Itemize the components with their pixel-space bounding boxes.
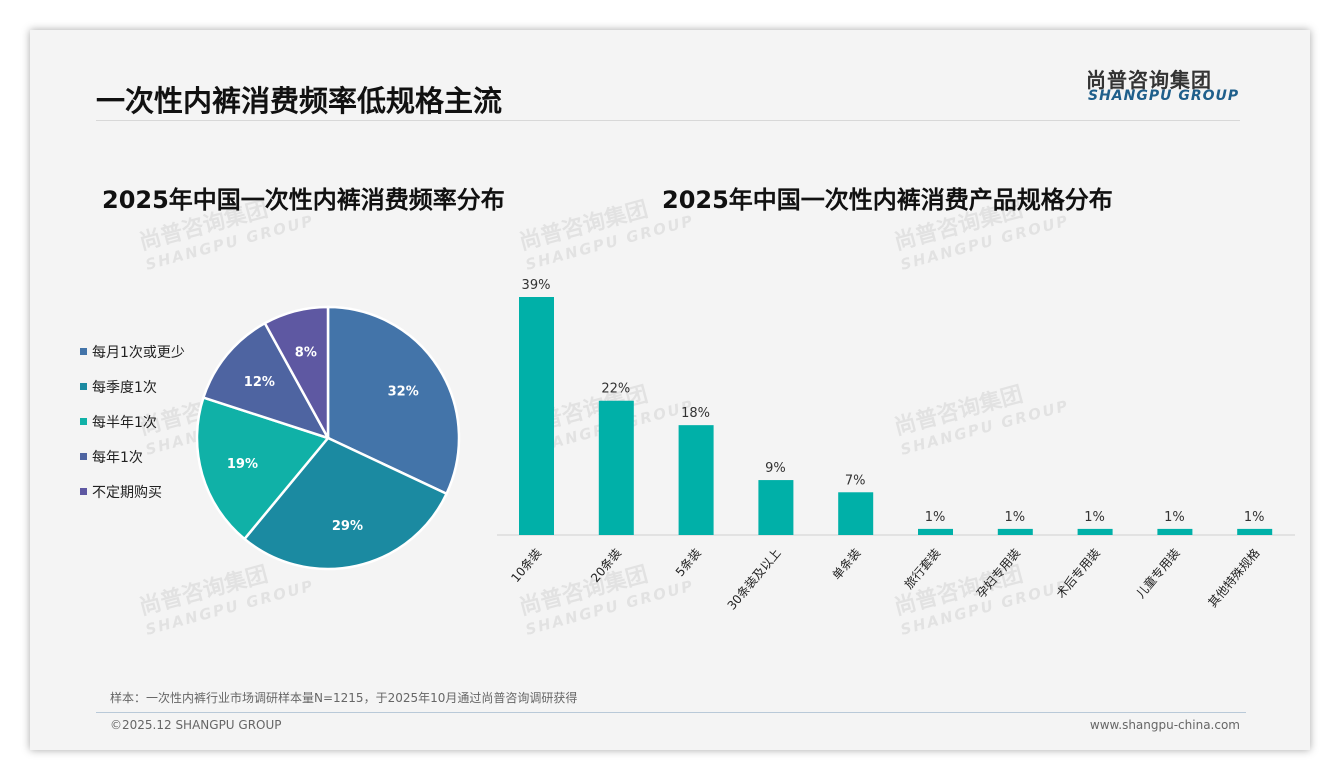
charts-svg: 32% 29% 19% 12% 8% 39% 10条装 22% 20条装 18% 5条装 9% 30条装… — [195, 278, 1295, 613]
pie-data-label: 12% — [244, 375, 275, 390]
bar-data-label: 22% — [601, 382, 630, 397]
copyright: ©2025.12 SHANGPU GROUP — [110, 718, 282, 732]
legend-swatch — [80, 418, 87, 425]
pie-chart-title: 2025年中国一次性内裤消费频率分布 — [102, 186, 505, 214]
x-tick-label: 单条装 — [830, 546, 864, 583]
legend-item: 每年1次 — [80, 447, 185, 482]
x-tick-label: 旅行套装 — [902, 546, 944, 592]
bar-data-label: 9% — [765, 461, 786, 476]
bar — [519, 297, 554, 535]
pie-legend: 每月1次或更少 每季度1次每半年1次每年1次不定期购买 — [80, 342, 185, 517]
pie-slice — [326, 305, 461, 496]
x-tick-label: 儿童专用装 — [1133, 545, 1183, 601]
bar-data-label: 1% — [1004, 510, 1025, 525]
pie-data-label: 29% — [332, 519, 363, 534]
bar — [598, 400, 634, 535]
x-tick-label: 20条装 — [588, 546, 624, 585]
legend-swatch — [80, 348, 87, 355]
bar — [1077, 528, 1113, 535]
x-tick-label: 5条装 — [673, 546, 704, 579]
bar — [997, 528, 1033, 535]
pie-slice — [263, 305, 330, 439]
bar — [678, 425, 714, 535]
x-tick-label: 30条装及以上 — [725, 546, 784, 613]
divider — [96, 120, 1240, 121]
legend-label: 每月1次或更少 — [92, 345, 185, 361]
x-tick-label: 其他特殊规格 — [1205, 545, 1263, 610]
bar — [838, 492, 874, 535]
slide: 尚普咨询集团 SHANGPU GROUP 尚普咨询集团 SHANGPU GROUP 尚普… — [30, 30, 1310, 750]
bar — [1237, 528, 1273, 535]
legend-item: 每月1次或更少 — [80, 342, 185, 377]
pie-slice — [195, 395, 331, 541]
pie-slice — [242, 436, 449, 571]
legend-swatch — [80, 383, 87, 390]
bar — [918, 528, 953, 535]
footer-divider — [96, 712, 1246, 713]
legend-label: 每年1次 — [92, 450, 143, 466]
legend-label: 每半年1次 — [92, 415, 157, 431]
logo-cn: 尚普咨询集团 — [1086, 68, 1212, 92]
bar-data-label: 39% — [522, 278, 551, 293]
logo-en: SHANGPU GROUP — [1088, 88, 1240, 104]
pie-data-label: 8% — [295, 346, 317, 361]
legend-item: 每季度1次 — [80, 377, 185, 412]
bar-data-label: 1% — [1164, 510, 1185, 525]
sample-note: 样本：一次性内裤行业市场调研样本量N=1215，于2025年10月通过尚普咨询调… — [110, 691, 578, 705]
bar-chart-title: 2025年中国一次性内裤消费产品规格分布 — [662, 186, 1113, 214]
legend-label: 不定期购买 — [92, 485, 162, 501]
x-tick-label: 术后专用装 — [1053, 545, 1103, 601]
legend-swatch — [80, 488, 87, 495]
bar-data-label: 18% — [681, 406, 710, 421]
x-tick-label: 孕妇专用装 — [973, 545, 1023, 601]
pie-slice — [201, 321, 331, 441]
legend-item: 每半年1次 — [80, 412, 185, 447]
page-title: 一次性内裤消费频率低规格主流 — [96, 84, 503, 118]
bar — [1157, 528, 1193, 535]
pie-data-label: 19% — [227, 457, 258, 472]
legend-item: 不定期购买 — [80, 482, 185, 517]
website: www.shangpu-china.com — [1089, 718, 1240, 732]
bar-data-label: 1% — [1084, 510, 1105, 525]
x-tick-label: 10条装 — [508, 546, 544, 585]
bar — [758, 480, 794, 535]
legend-swatch — [80, 453, 87, 460]
bar-data-label: 7% — [845, 473, 866, 488]
bar-data-label: 1% — [925, 510, 946, 525]
pie-data-label: 32% — [388, 384, 419, 399]
legend-label: 每季度1次 — [92, 380, 157, 396]
bar-data-label: 1% — [1244, 510, 1265, 525]
